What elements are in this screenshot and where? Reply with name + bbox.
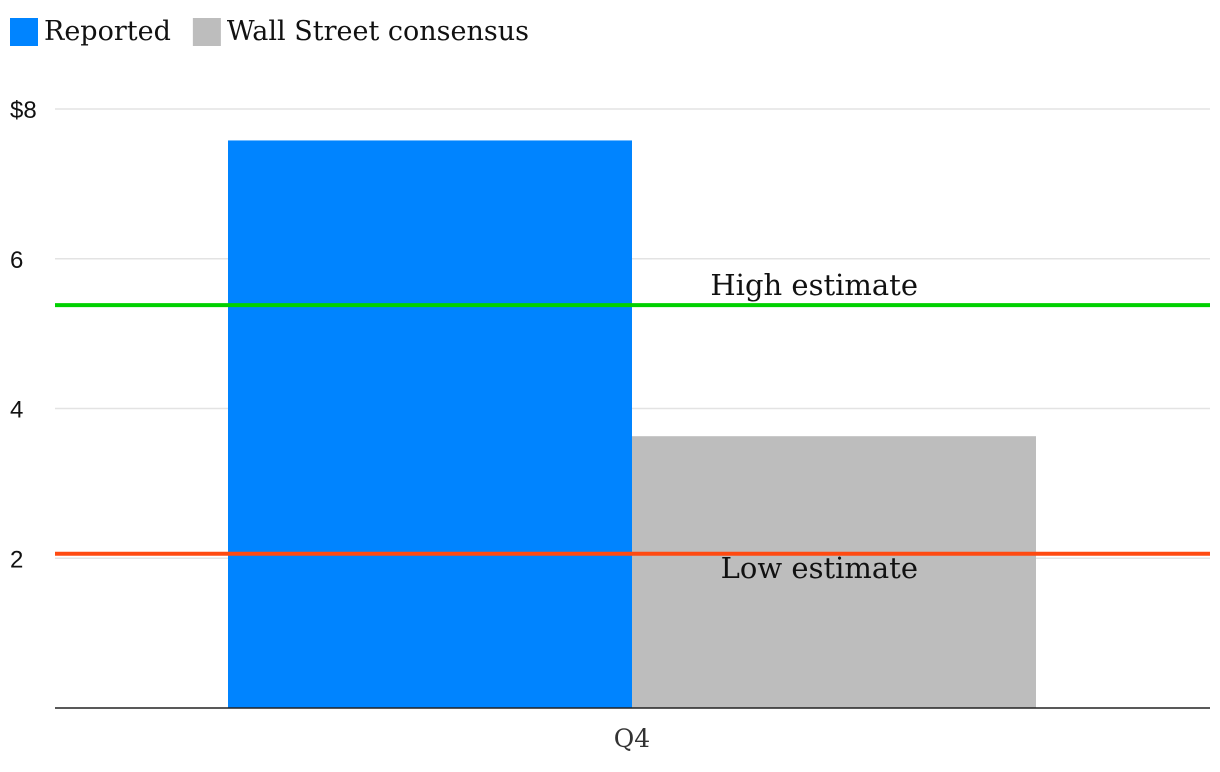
- legend-label: Reported: [44, 16, 171, 47]
- y-tick-label: 2: [10, 546, 23, 573]
- y-tick-label: $8: [10, 97, 37, 124]
- reference-label: High estimate: [710, 268, 918, 302]
- reference-lines: High estimate Low estimate: [55, 268, 1210, 585]
- y-tick-label: 4: [10, 397, 23, 424]
- legend-swatch: [10, 18, 38, 46]
- bars: [228, 140, 1036, 708]
- legend-label: Wall Street consensus: [227, 16, 529, 47]
- reference-label: Low estimate: [721, 551, 918, 585]
- legend: Reported Wall Street consensus: [10, 16, 529, 47]
- y-tick-label: 6: [10, 247, 23, 274]
- legend-swatch: [192, 18, 221, 46]
- x-axis-ticks: Q4: [614, 724, 650, 753]
- bar-reported: [228, 140, 632, 708]
- bar-wall-street-consensus: [632, 436, 1036, 708]
- x-tick-label: Q4: [614, 724, 650, 753]
- y-axis-ticks: $8 6 4 2: [10, 97, 37, 573]
